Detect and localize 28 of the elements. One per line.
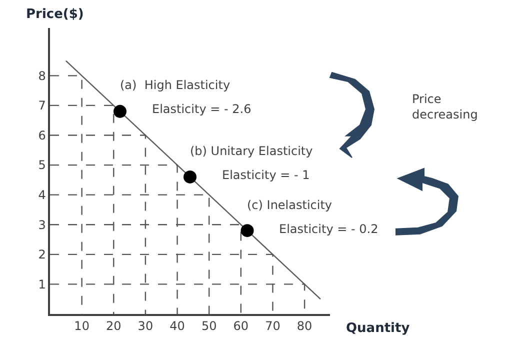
x-tick-label: 70 (265, 319, 280, 334)
annotation: (c) Inelasticity (247, 198, 332, 212)
x-axis-title: Quantity (346, 321, 410, 336)
y-tick-label: 8 (38, 68, 46, 83)
x-tick-label: 30 (138, 319, 154, 334)
annotation: (a) High Elasticity (120, 78, 230, 92)
x-tick-label: 80 (296, 319, 312, 334)
x-tick-label: 10 (74, 319, 90, 334)
annotation: Elasticity = - 1 (222, 168, 310, 182)
y-tick-label: 6 (38, 128, 46, 142)
x-tick-label: 60 (233, 319, 249, 334)
x-tick-label: 50 (201, 319, 217, 334)
y-tick-label: 5 (38, 158, 46, 172)
y-axis-title: Price($) (26, 7, 84, 22)
y-tick-label: 1 (38, 277, 46, 292)
point (184, 170, 196, 184)
annotation: Elasticity = - 2.6 (152, 102, 252, 116)
point (114, 104, 126, 118)
point (240, 224, 254, 238)
y-tick-label: 7 (38, 98, 46, 113)
y-tick-label: 4 (38, 188, 46, 202)
y-tick-label: 2 (38, 248, 46, 262)
annotation: Elasticity = - 0.2 (279, 222, 378, 236)
x-tick-label: 20 (106, 319, 122, 334)
x-tick-label: 40 (170, 319, 185, 334)
annotation: (b) Unitary Elasticity (190, 144, 313, 158)
text: Price decreasing (412, 92, 478, 122)
y-tick-label: 3 (38, 218, 46, 232)
